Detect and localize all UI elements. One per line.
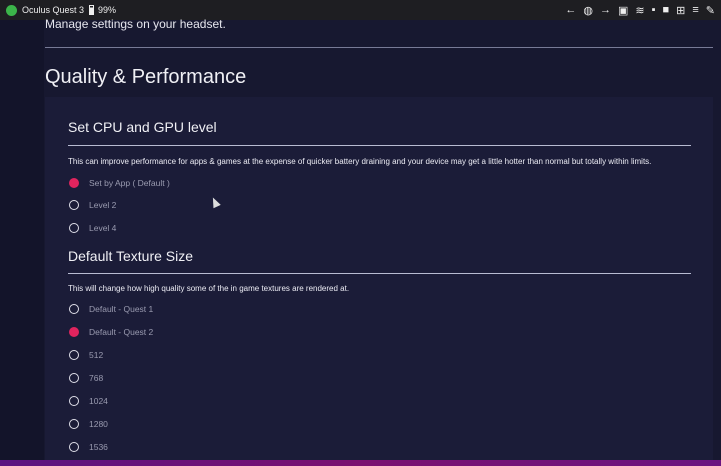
radio-option[interactable]: Default - Quest 2 (69, 327, 153, 337)
forward-icon[interactable]: → (599, 3, 611, 16)
option-label: 1280 (89, 419, 108, 429)
radio-unselected-icon[interactable] (69, 396, 79, 406)
radio-option[interactable]: 1280 (69, 419, 108, 429)
option-label: Default - Quest 2 (89, 327, 154, 337)
globe-icon[interactable]: ◍ (583, 4, 593, 17)
wrench-icon[interactable]: ✎ (705, 4, 715, 17)
option-label: 768 (89, 373, 104, 383)
radio-unselected-icon[interactable] (69, 350, 79, 360)
section-divider (68, 273, 691, 274)
status-dot-icon (6, 4, 17, 16)
option-label: Default - Quest 1 (89, 304, 154, 314)
storage-icon[interactable]: ▪ (651, 3, 656, 16)
option-label: 1024 (89, 396, 108, 406)
device-name: Oculus Quest 3 (22, 5, 85, 15)
divider (45, 47, 713, 48)
radio-unselected-icon[interactable] (69, 373, 79, 383)
page-title: Quality & Performance (45, 66, 247, 88)
battery-icon (89, 5, 95, 15)
bottom-bar (0, 460, 721, 466)
radio-selected-icon[interactable] (69, 178, 79, 188)
radio-unselected-icon[interactable] (69, 442, 79, 452)
option-label: Set by App ( Default ) (89, 178, 170, 188)
radio-unselected-icon[interactable] (69, 419, 79, 429)
radio-unselected-icon[interactable] (69, 223, 79, 233)
option-label: Level 2 (89, 200, 117, 210)
radio-option[interactable]: 512 (69, 350, 103, 360)
apps-grid-icon[interactable]: ⊞ (676, 4, 686, 17)
playlist-icon[interactable]: ≡ (692, 3, 699, 16)
back-icon[interactable]: ← (565, 3, 577, 16)
radio-option[interactable]: 768 (69, 373, 103, 383)
radio-option[interactable]: Level 2 (69, 200, 116, 210)
option-label: 512 (89, 350, 104, 360)
section-divider (68, 145, 691, 146)
radio-option[interactable]: 1536 (69, 442, 108, 452)
radio-unselected-icon[interactable] (69, 200, 79, 210)
radio-selected-icon[interactable] (69, 327, 79, 337)
option-label: 1536 (89, 442, 108, 452)
radio-option[interactable]: Default - Quest 1 (69, 304, 153, 314)
radio-option[interactable]: Set by App ( Default ) (69, 178, 170, 188)
page-subtitle: Manage settings on your headset. (45, 17, 226, 31)
section-description: This can improve performance for apps & … (68, 157, 652, 166)
folder-icon[interactable]: ■ (662, 3, 670, 16)
radio-option[interactable]: Level 4 (69, 223, 116, 233)
settings-card: Set CPU and GPU level This can improve pe… (45, 97, 713, 460)
section-description: This will change how high quality some o… (68, 284, 350, 293)
radio-unselected-icon[interactable] (69, 304, 79, 314)
section-title: Set CPU and GPU level (68, 119, 217, 135)
tv-icon[interactable]: ▣ (617, 4, 629, 17)
radio-option[interactable]: 1024 (69, 396, 108, 406)
wifi-icon[interactable]: ≋ (635, 4, 645, 17)
section-title: Default Texture Size (68, 248, 194, 264)
status-bar: Oculus Quest 3 99% ← ◍ → ▣ ≋ ▪ ■ ⊞ ≡ ✎ (0, 0, 721, 20)
battery-level: 99% (98, 5, 117, 15)
left-margin (0, 20, 44, 460)
option-label: Level 4 (89, 223, 117, 233)
